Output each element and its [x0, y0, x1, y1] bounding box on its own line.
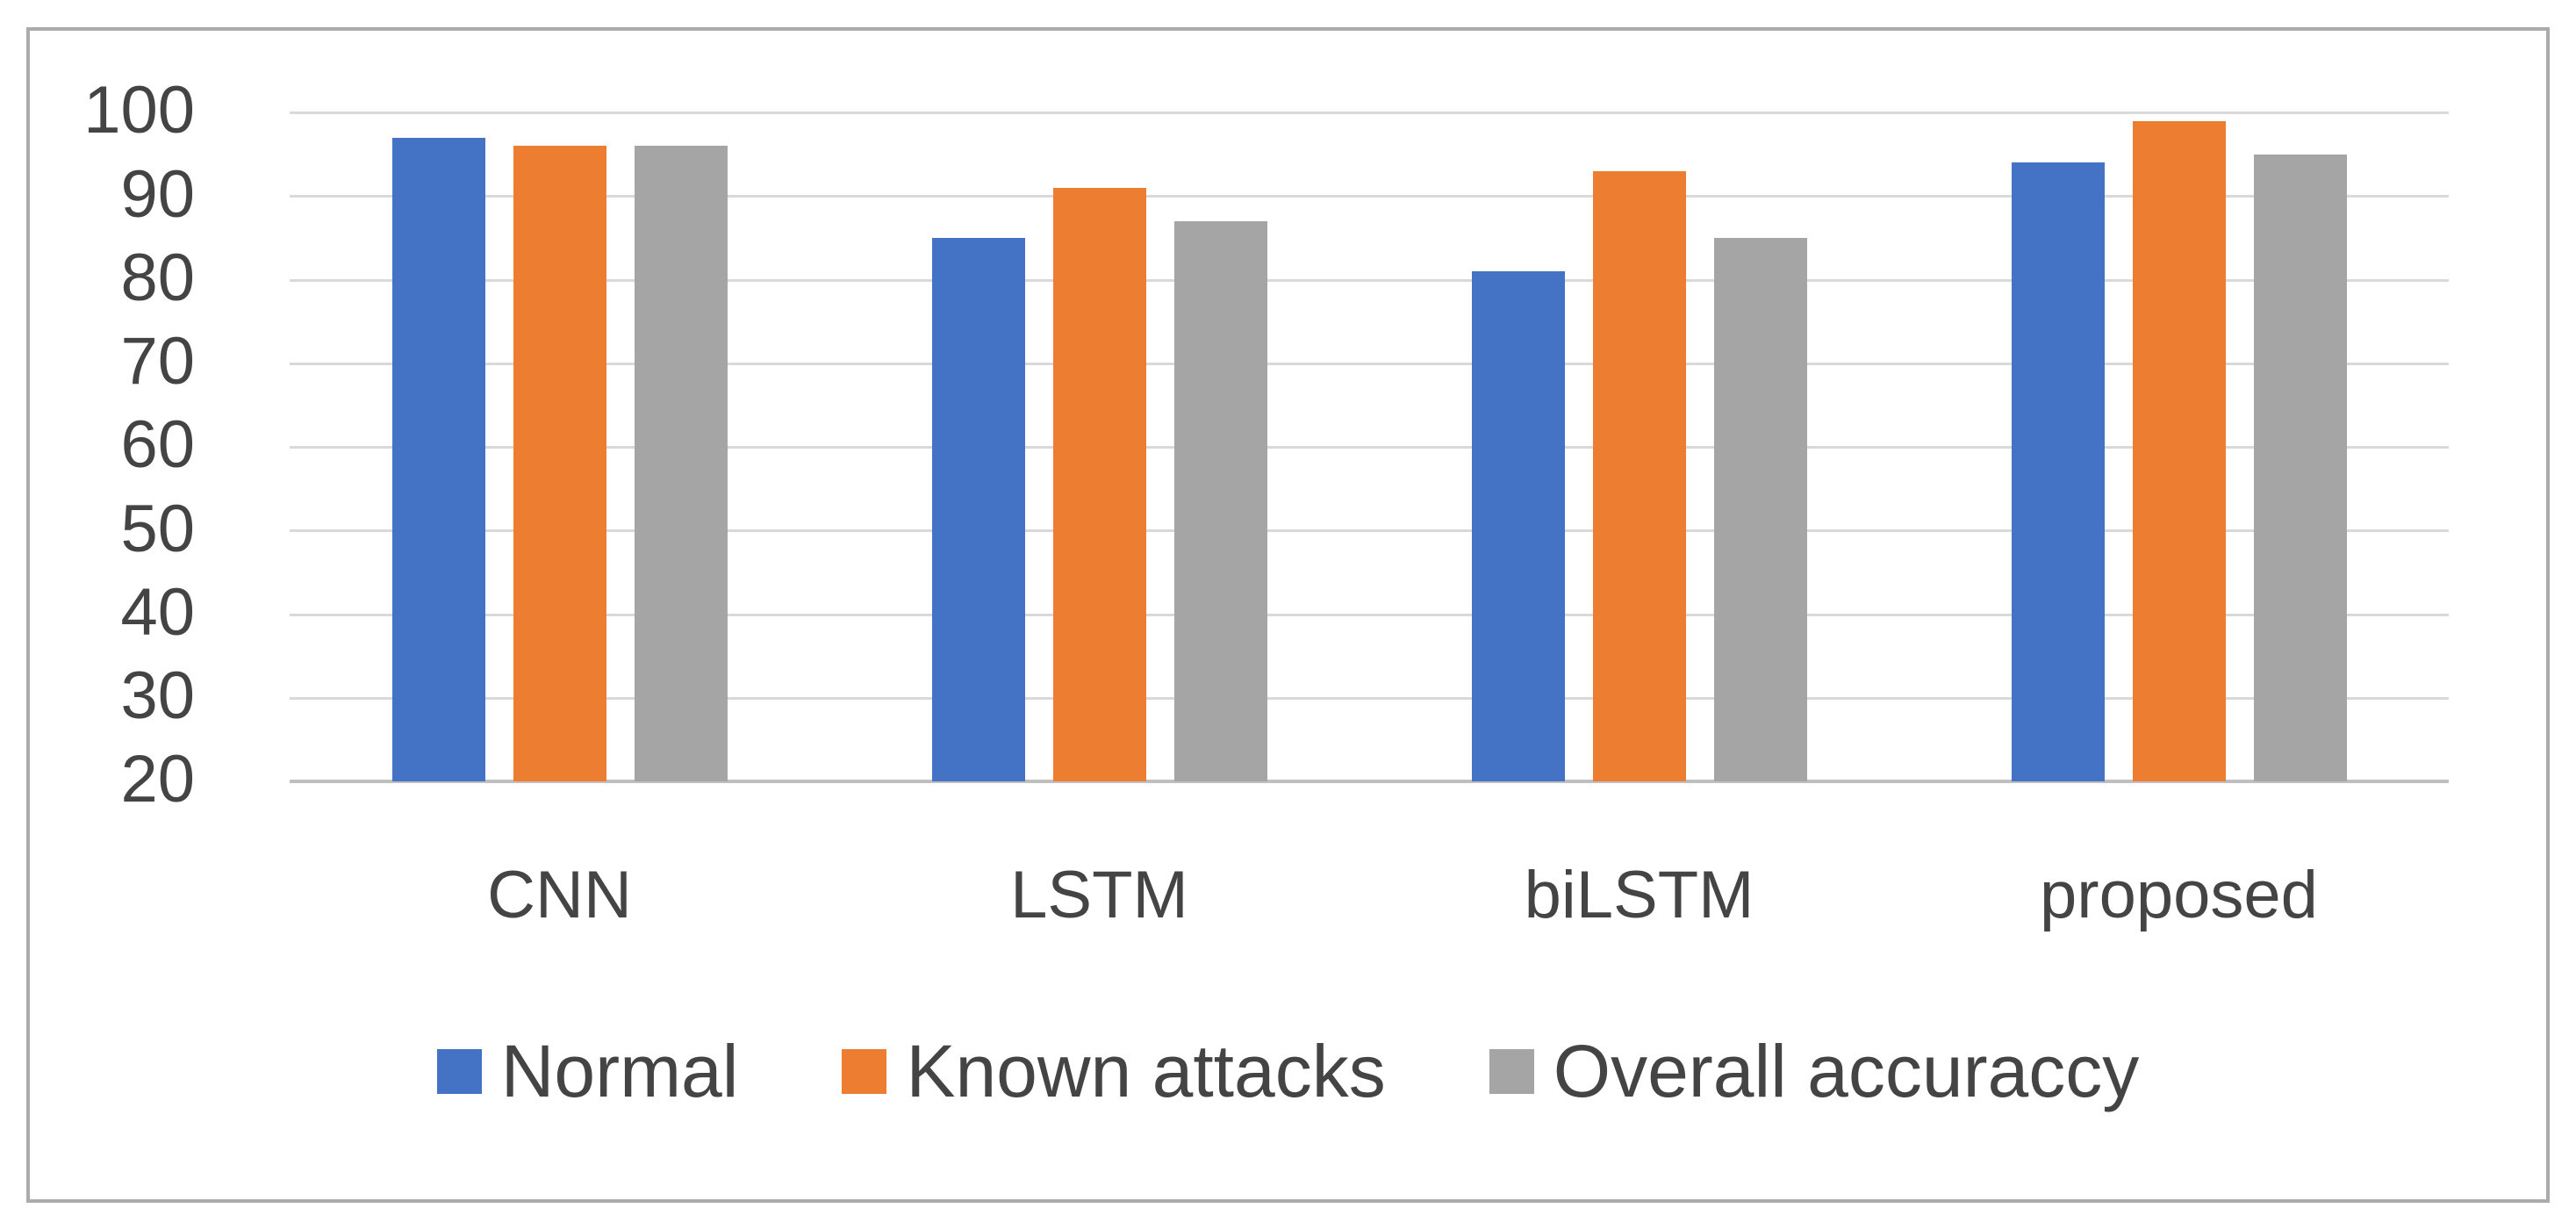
legend-label-known-attacks: Known attacks [906, 1030, 1386, 1112]
x-axis-label-lstm: LSTM [1010, 858, 1188, 932]
bar-proposed-normal [2011, 162, 2105, 781]
gridline-60 [290, 446, 2449, 449]
y-axis-tick-label-20: 20 [120, 742, 195, 817]
x-axis-label-bilstm: biLSTM [1524, 858, 1754, 932]
bar-lstm-known-attacks [1052, 187, 1146, 781]
bar-bilstm-normal [1471, 270, 1565, 781]
bar-proposed-known-attacks [2132, 120, 2226, 781]
legend-item-normal: Normal [436, 1030, 739, 1112]
bar-cnn-overall-accuraccy [634, 146, 728, 781]
bar-proposed-overall-accuraccy [2253, 154, 2347, 781]
y-axis-tick-label-30: 30 [120, 658, 195, 734]
gridline-30 [290, 696, 2449, 700]
legend-label-overall-accuraccy: Overall accuraccy [1553, 1030, 2140, 1112]
bar-cnn-known-attacks [513, 146, 606, 781]
legend-swatch-icon-known-attacks [842, 1048, 887, 1094]
bar-bilstm-overall-accuraccy [1713, 237, 1807, 781]
gridline-80 [290, 278, 2449, 282]
legend-label-normal: Normal [500, 1030, 739, 1112]
y-axis-tick-label-70: 70 [120, 324, 195, 399]
x-axis-line [290, 780, 2449, 783]
legend-item-known-attacks: Known attacks [842, 1030, 1386, 1112]
legend-item-overall-accuraccy: Overall accuraccy [1489, 1030, 2140, 1112]
bar-lstm-normal [931, 237, 1025, 781]
gridline-50 [290, 529, 2449, 533]
gridline-70 [290, 362, 2449, 365]
gridline-100 [290, 111, 2449, 114]
bar-lstm-overall-accuraccy [1173, 220, 1267, 781]
legend-swatch-icon-overall-accuraccy [1489, 1048, 1534, 1094]
bar-cnn-normal [391, 137, 485, 781]
chart-legend: Normal Known attacks Overall accuraccy [0, 1025, 2576, 1117]
x-axis-label-proposed: proposed [2040, 858, 2318, 932]
plot-area [290, 111, 2449, 783]
y-axis-tick-label-60: 60 [120, 407, 195, 483]
y-axis-tick-label-80: 80 [120, 240, 195, 315]
y-axis-tick-label-100: 100 [83, 73, 195, 148]
legend-swatch-icon-normal [436, 1048, 482, 1094]
bar-bilstm-known-attacks [1592, 170, 1686, 781]
gridline-90 [290, 195, 2449, 198]
gridline-40 [290, 613, 2449, 616]
x-axis-label-cnn: CNN [487, 858, 632, 932]
y-axis-tick-label-40: 40 [120, 574, 195, 650]
y-axis-tick-label-90: 90 [120, 156, 195, 232]
y-axis-tick-label-50: 50 [120, 491, 195, 566]
